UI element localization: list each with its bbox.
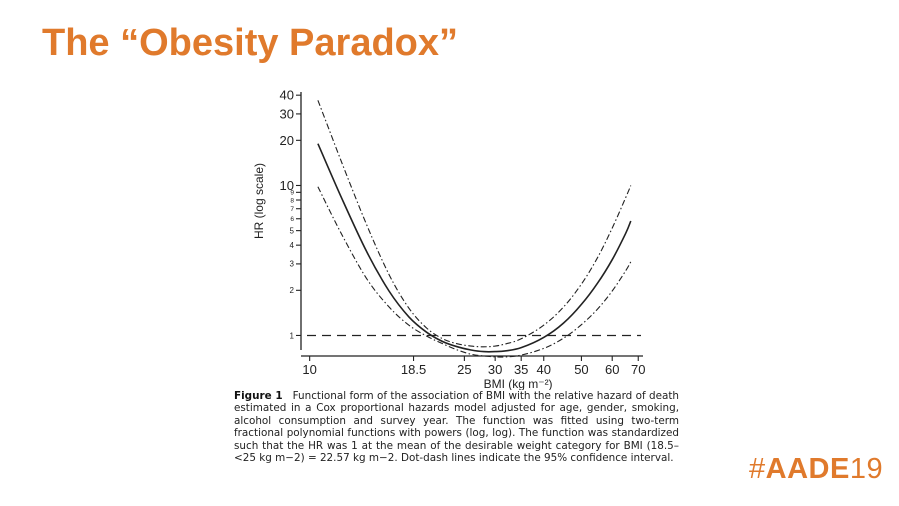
series-lower-95-ci	[317, 186, 632, 358]
y-tick-label: 20	[280, 133, 294, 148]
x-tick-label: 60	[605, 362, 619, 377]
caption-label: Figure 1	[234, 390, 283, 402]
figure-caption: Figure 1 Functional form of the associat…	[234, 390, 679, 464]
y-tick-label: 8	[290, 197, 294, 204]
hashtag-year: 19	[849, 453, 884, 485]
hashtag-prefix: #	[749, 453, 766, 485]
series-upper-95-ci	[317, 100, 632, 348]
x-tick-label: 18.5	[401, 362, 426, 377]
x-tick-label: 10	[302, 362, 316, 377]
y-tick-label: 3	[290, 260, 295, 269]
y-tick-label: 30	[280, 106, 294, 121]
x-tick-label: 50	[574, 362, 588, 377]
y-tick-label: 40	[280, 88, 294, 103]
hashtag-bold: AADE	[765, 453, 850, 485]
y-tick-label: 9	[290, 190, 294, 197]
y-tick-label: 2	[290, 286, 295, 295]
x-tick-label: 25	[457, 362, 471, 377]
series-estimate	[317, 143, 632, 353]
figure-panel: 1 2 3 4 5 6 7 8 9 10 20 30 40 10 18.5 25 30 35 40 50 60 70 BMI…	[243, 80, 678, 480]
caption-text: Functional form of the association of BM…	[234, 390, 679, 465]
y-axis-title: HR (log scale)	[252, 163, 266, 239]
y-tick-label: 5	[290, 226, 295, 235]
x-tick-label: 70	[631, 362, 645, 377]
x-tick-label: 35	[514, 362, 528, 377]
y-tick-label: 7	[290, 206, 294, 213]
x-axis-title: BMI (kg m⁻²)	[484, 377, 553, 390]
y-tick-label: 4	[290, 241, 295, 250]
y-tick-label: 10	[280, 178, 294, 193]
event-hashtag: #AADE19	[749, 453, 883, 486]
y-tick-label: 1	[290, 331, 295, 340]
x-tick-label: 40	[537, 362, 551, 377]
x-tick-label: 30	[488, 362, 502, 377]
y-tick-label: 6	[290, 216, 294, 223]
slide-title: The “Obesity Paradox”	[42, 22, 459, 64]
